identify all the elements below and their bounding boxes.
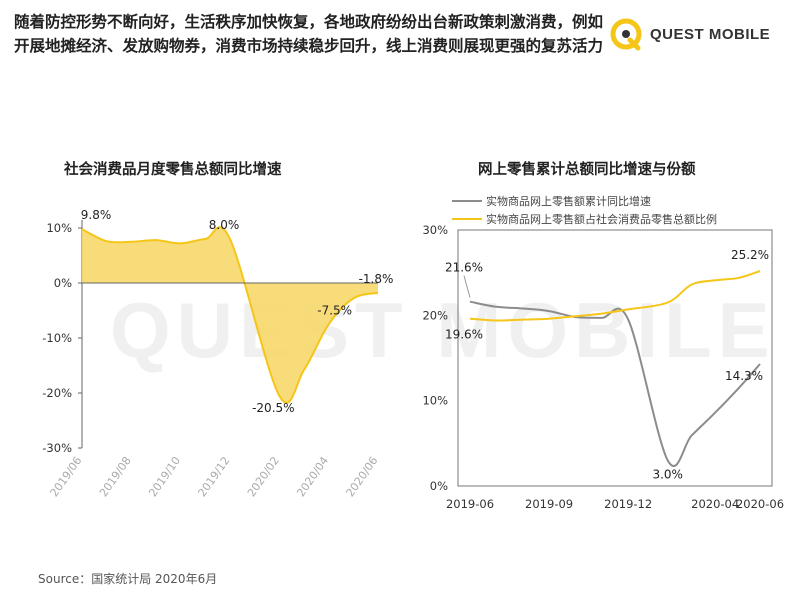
data-label: 8.0% [209, 218, 240, 232]
series-line-2 [469, 270, 761, 322]
x-tick-label: 2019/08 [97, 454, 134, 499]
headline: 随着防控形势不断向好，生活秩序加快恢复，各地政府纷纷出台新政策刺激消费，例如开展… [14, 13, 604, 55]
source-note: Source：国家统计局 2020年6月 [38, 572, 218, 586]
y-tick-label: 10% [422, 394, 448, 408]
series-line-1 [469, 300, 761, 467]
x-tick-label: 2020/06 [344, 454, 381, 499]
y-tick-label: 20% [422, 308, 448, 322]
y-tick-label: 10% [46, 221, 72, 235]
data-label: -20.5% [252, 401, 294, 415]
brand-name: QUEST MOBILE [650, 25, 771, 43]
quest-mobile-logo-icon [610, 18, 642, 51]
label-leader [463, 275, 471, 298]
legend-label: 实物商品网上零售额占社会消费品零售总额比例 [486, 212, 717, 226]
brand-logo: QUEST MOBILE [608, 14, 770, 54]
legend-label: 实物商品网上零售额累计同比增速 [486, 194, 651, 208]
chart-2-title: 网上零售累计总额同比增速与份额 [478, 162, 696, 178]
x-tick-label: 2019-09 [525, 497, 573, 511]
y-tick-label: 0% [54, 276, 72, 290]
y-tick-label: -10% [42, 331, 72, 345]
growth-area [82, 227, 378, 403]
plot-frame [457, 229, 773, 487]
monthly-retail-growth-chart: 10% 0% -10% -20% -30%2019/06 2019/08 2019/10 20… [42, 208, 394, 499]
y-tick-label: 0% [430, 479, 448, 493]
data-label: 25.2% [731, 248, 769, 262]
online-retail-growth-share-chart: 30%20%10%0%2019-06 2019-09 2019-12 2020-042… [422, 194, 784, 511]
y-tick-label: 30% [422, 223, 448, 237]
data-label: 9.8% [81, 208, 112, 222]
data-label: 14.3% [725, 369, 763, 383]
x-tick-label: 2020-04 [691, 497, 739, 511]
data-label: -1.8% [359, 272, 394, 286]
data-label: 19.6% [445, 328, 483, 342]
chart-1-title: 社会消费品月度零售总额同比增速 [64, 162, 282, 178]
data-label: 3.0% [652, 467, 683, 481]
data-label: -7.5% [317, 303, 352, 317]
x-tick-label: 2020-06 [736, 497, 784, 511]
growth-line [81, 226, 379, 404]
x-tick-label: 2019-06 [446, 497, 494, 511]
x-tick-label: 2019-12 [604, 497, 652, 511]
watermark: QUEST MOBILE [110, 286, 776, 374]
data-label: 21.6% [445, 261, 483, 275]
x-tick-label: 2020/02 [245, 454, 282, 499]
x-tick-label: 2020/04 [294, 454, 331, 499]
y-tick-label: -30% [42, 441, 72, 455]
x-tick-label: 2019/06 [48, 454, 85, 499]
x-tick-label: 2019/12 [196, 454, 233, 499]
x-tick-label: 2019/10 [146, 454, 183, 499]
y-tick-label: -20% [42, 386, 72, 400]
